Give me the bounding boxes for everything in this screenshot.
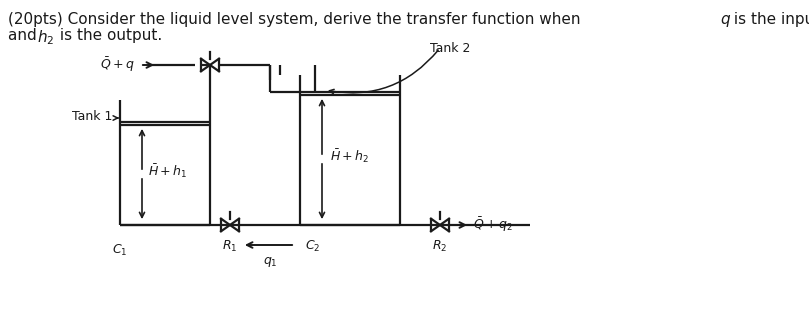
Text: $C_2$: $C_2$ — [305, 239, 320, 254]
Text: and: and — [8, 28, 41, 43]
Text: $R_2$: $R_2$ — [432, 239, 447, 254]
Text: (20pts) Consider the liquid level system, derive the transfer function when: (20pts) Consider the liquid level system… — [8, 12, 586, 27]
Text: Tank 1: Tank 1 — [72, 110, 112, 123]
Text: is the input: is the input — [729, 12, 809, 27]
Text: $h_2$: $h_2$ — [37, 28, 54, 47]
Text: $q_1$: $q_1$ — [263, 255, 277, 269]
Text: $\bar{Q} + q_2$: $\bar{Q} + q_2$ — [473, 216, 513, 234]
Text: Tank 2: Tank 2 — [430, 42, 470, 55]
Text: $C_1$: $C_1$ — [112, 243, 128, 258]
Text: $\bar{Q} + q$: $\bar{Q} + q$ — [100, 56, 134, 74]
Text: $\bar{H} + h_2$: $\bar{H} + h_2$ — [330, 147, 369, 165]
Text: $R_1$: $R_1$ — [222, 239, 238, 254]
Text: is the output.: is the output. — [55, 28, 163, 43]
Text: q: q — [720, 12, 730, 27]
Text: $\bar{H} + h_1$: $\bar{H} + h_1$ — [148, 162, 188, 180]
